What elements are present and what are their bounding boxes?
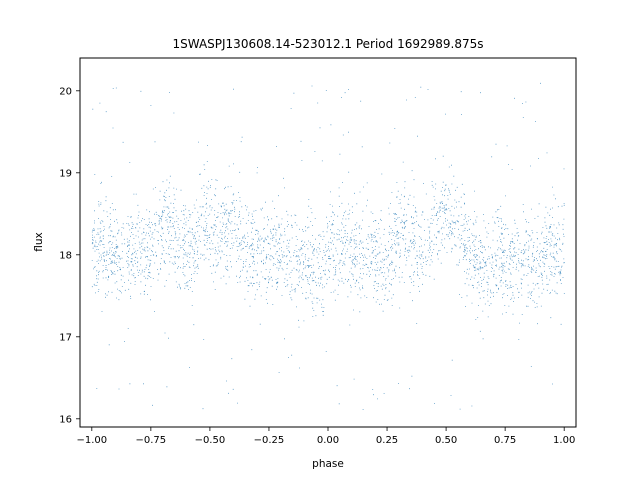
x-tick-label: 0.75 (494, 435, 516, 446)
y-axis-label: flux (33, 232, 45, 251)
x-axis-ticks: −1.00 −0.75 −0.50 −0.25 0.00 0.25 0.50 0.75 1.00 (76, 427, 575, 446)
plot-frame (79, 57, 577, 428)
x-tick-label: 1.00 (553, 435, 575, 446)
scatter-points (91, 82, 565, 410)
y-tick-label: 18 (59, 250, 72, 261)
x-tick-label: −0.25 (254, 435, 285, 446)
y-tick-label: 20 (59, 86, 72, 97)
x-tick-label: −0.50 (195, 435, 226, 446)
data-points (91, 82, 565, 410)
y-tick-label: 17 (59, 332, 72, 343)
y-axis-ticks: 16 17 18 19 20 (59, 86, 80, 425)
x-tick-label: 0.50 (435, 435, 457, 446)
x-tick-label: 0.25 (376, 435, 398, 446)
chart-title: 1SWASPJ130608.14-523012.1 Period 1692989… (172, 37, 483, 51)
y-tick-label: 19 (59, 168, 72, 179)
x-tick-label: 0.00 (317, 435, 339, 446)
y-tick-label: 16 (59, 414, 72, 425)
x-tick-label: −0.75 (136, 435, 167, 446)
x-tick-label: −1.00 (76, 435, 107, 446)
x-axis-label: phase (312, 458, 344, 470)
